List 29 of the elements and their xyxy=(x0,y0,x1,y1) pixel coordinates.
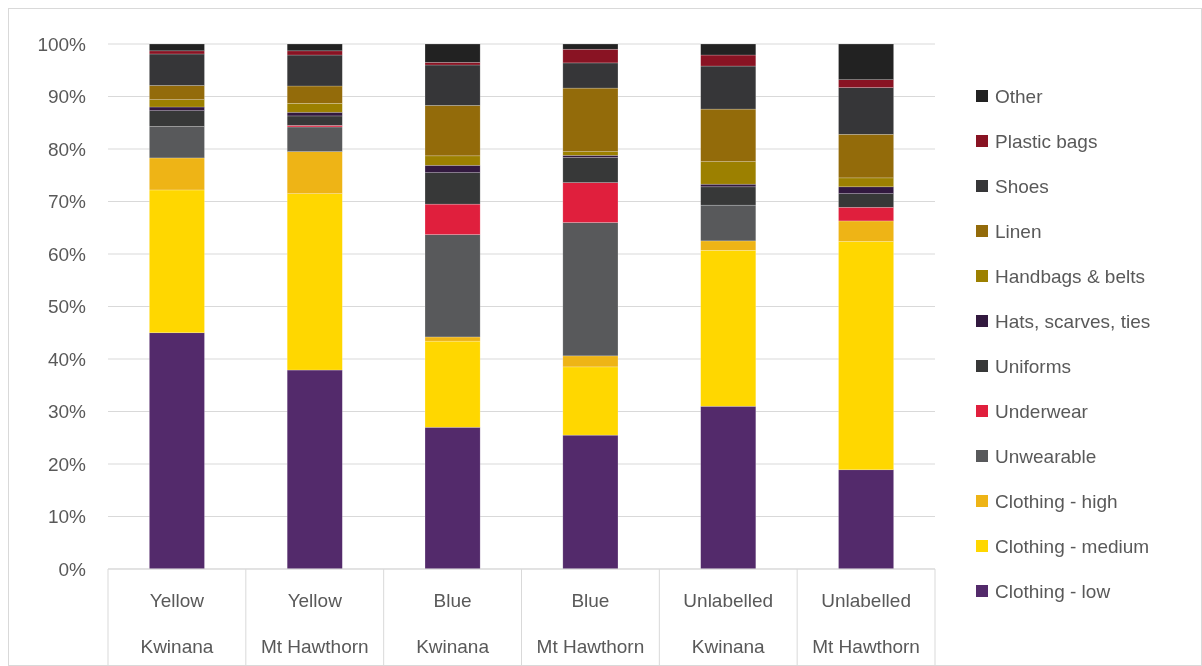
category-label: Unlabelled Kwinana xyxy=(683,590,774,657)
y-tick-label: 100% xyxy=(37,33,87,55)
category-label: Blue Mt Hawthorn xyxy=(536,590,645,657)
legend-label: Shoes xyxy=(995,175,1049,197)
y-tick-label: 50% xyxy=(47,296,87,318)
legend-label: Plastic bags xyxy=(995,130,1098,152)
y-tick-label: 90% xyxy=(47,86,87,108)
y-tick-label: 40% xyxy=(47,348,87,370)
category-label: Unlabelled Mt Hawthorn xyxy=(812,590,920,657)
legend-label: Clothing - low xyxy=(995,580,1111,602)
legend-label: Hats, scarves, ties xyxy=(995,310,1151,332)
legend-label: Linen xyxy=(995,220,1042,242)
legend-label: Uniforms xyxy=(995,355,1072,377)
category-label: Yellow Kwinana xyxy=(140,590,214,657)
y-tick-label: 0% xyxy=(58,558,87,580)
y-tick-label: 20% xyxy=(47,453,87,475)
legend-label: Handbags & belts xyxy=(995,265,1145,287)
y-tick-label: 80% xyxy=(47,138,87,160)
legend-label: Clothing - medium xyxy=(995,535,1150,557)
y-tick-label: 60% xyxy=(47,243,87,265)
y-tick-label: 30% xyxy=(47,401,87,423)
y-tick-label: 10% xyxy=(47,506,87,528)
category-label: Yellow Mt Hawthorn xyxy=(260,590,369,657)
legend-label: Other xyxy=(995,85,1044,107)
legend-label: Unwearable xyxy=(995,445,1097,467)
category-label: Blue Kwinana xyxy=(416,590,490,657)
legend-label: Clothing - high xyxy=(995,490,1118,512)
legend-label: Underwear xyxy=(995,400,1089,422)
y-tick-label: 70% xyxy=(47,191,87,213)
